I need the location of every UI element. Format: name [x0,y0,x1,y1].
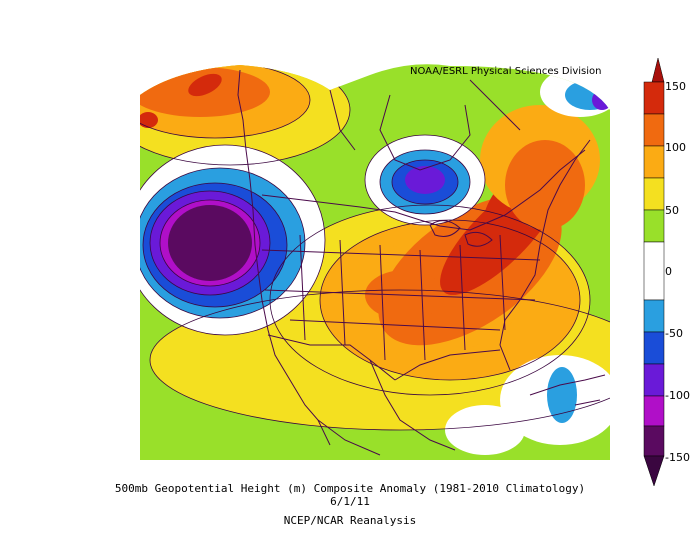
colorbar-label-minus-100: -100 [665,389,690,402]
contour-lines [140,64,610,431]
colorbar-label-150: 150 [665,80,686,93]
colorbar-label-50: 50 [665,204,679,217]
map-source: NCEP/NCAR Reanalysis [283,514,417,527]
map-title: 500mb Geopotential Height (m) Composite … [114,482,586,495]
colorbar-label-minus-50: -50 [665,327,683,340]
boundaries [237,69,606,456]
colorbar-label-0: 0 [665,265,672,278]
colorbar [643,57,665,487]
anomaly-field [140,64,610,460]
map-date: 6/1/11 [330,495,370,508]
credit-label: NOAA/ESRL Physical Sciences Division [410,66,602,77]
colorbar-label-100: 100 [665,141,686,154]
colorbar-label-minus-150: -150 [665,451,690,464]
